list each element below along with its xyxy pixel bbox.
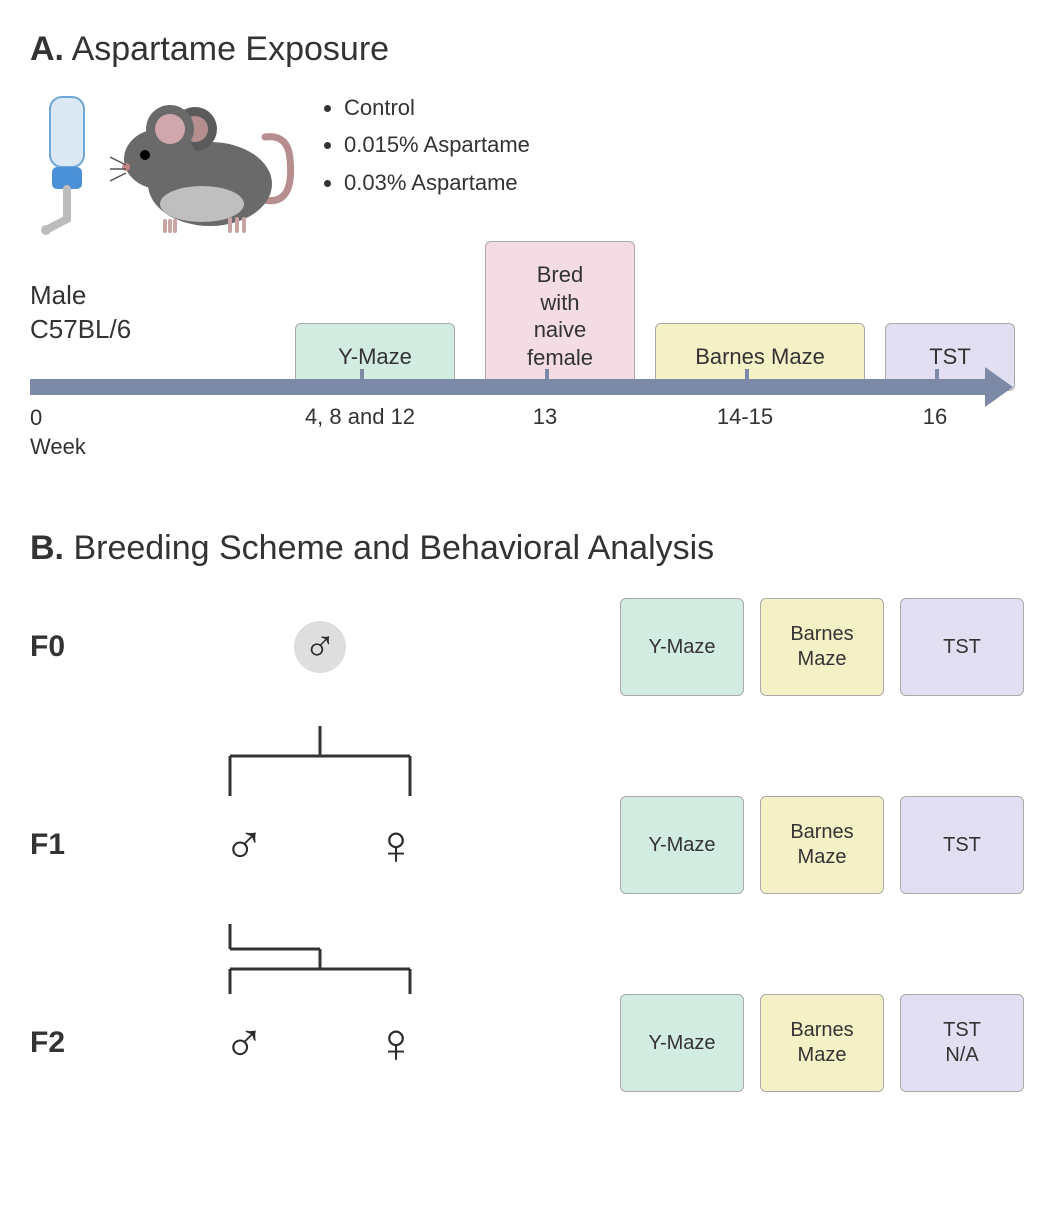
panel-a-title: A. Aspartame Exposure [30, 30, 1024, 69]
exposed-male-icon: ♂ [294, 621, 346, 673]
generation-row-f1: F1 ♂ ♀ Y-Maze Barnes Maze TST [30, 796, 1024, 894]
f2-pair: ♂ ♀ [160, 1015, 480, 1071]
f0-pair: ♂ [160, 621, 480, 673]
generation-row-f0: F0 ♂ Y-Maze Barnes Maze TST [30, 598, 1024, 696]
mouse-icon [110, 89, 300, 239]
bottle-mouse-graphic [30, 89, 300, 239]
panel-a-letter: A. [30, 30, 64, 68]
panel-b-title-text: Breeding Scheme and Behavioral Analysis [73, 529, 714, 567]
timeline-arrow [30, 379, 985, 395]
condition-item: Control [344, 89, 530, 126]
week-zero-label: 0 Week [30, 404, 86, 461]
male-icon: ♂ [223, 817, 265, 873]
f2-tests: Y-Maze Barnes Maze TST N/A [620, 994, 1024, 1092]
generation-row-f2: F2 ♂ ♀ Y-Maze Barnes Maze TST N/A [30, 994, 1024, 1092]
strain-label: Male C57BL/6 [30, 279, 131, 347]
connector-f0-f1 [160, 726, 480, 796]
f0-tests: Y-Maze Barnes Maze TST [620, 598, 1024, 696]
timeline-tick-label: 4, 8 and 12 [305, 404, 415, 430]
test-tst-na: TST N/A [900, 994, 1024, 1092]
generation-label: F2 [30, 1026, 160, 1060]
test-barnes: Barnes Maze [760, 796, 884, 894]
panel-b: B. Breeding Scheme and Behavioral Analys… [30, 529, 1024, 1092]
condition-item: 0.015% Aspartame [344, 126, 530, 163]
test-tst: TST [900, 598, 1024, 696]
timeline-tick-label: 16 [923, 404, 947, 430]
condition-list: Control 0.015% Aspartame 0.03% Aspartame [320, 89, 530, 201]
test-ymaze: Y-Maze [620, 796, 744, 894]
panel-a-title-text: Aspartame Exposure [72, 30, 390, 68]
timeline-tick-label: 13 [533, 404, 557, 430]
test-ymaze: Y-Maze [620, 598, 744, 696]
test-tst: TST [900, 796, 1024, 894]
female-icon: ♀ [375, 1015, 417, 1071]
female-icon: ♀ [375, 817, 417, 873]
generation-label: F0 [30, 630, 160, 664]
timeline-tick [545, 369, 549, 389]
male-icon: ♂ [223, 1015, 265, 1071]
f1-pair: ♂ ♀ [160, 817, 480, 873]
timeline: Male C57BL/6 Y-Maze Bred with naive fema… [30, 219, 1024, 479]
test-barnes: Barnes Maze [760, 598, 884, 696]
panel-b-letter: B. [30, 529, 64, 567]
connector-f1-f2 [160, 924, 480, 994]
timeline-tick-label: 14-15 [717, 404, 773, 430]
panel-b-title: B. Breeding Scheme and Behavioral Analys… [30, 529, 1024, 568]
timeline-tick [360, 369, 364, 389]
water-bottle-icon [30, 89, 100, 239]
f1-tests: Y-Maze Barnes Maze TST [620, 796, 1024, 894]
exposure-row: Control 0.015% Aspartame 0.03% Aspartame [30, 89, 1024, 239]
test-barnes: Barnes Maze [760, 994, 884, 1092]
generation-label: F1 [30, 828, 160, 862]
condition-item: 0.03% Aspartame [344, 164, 530, 201]
timeline-box-bred: Bred with naive female [485, 241, 635, 391]
timeline-tick [935, 369, 939, 389]
timeline-tick [745, 369, 749, 389]
test-ymaze: Y-Maze [620, 994, 744, 1092]
